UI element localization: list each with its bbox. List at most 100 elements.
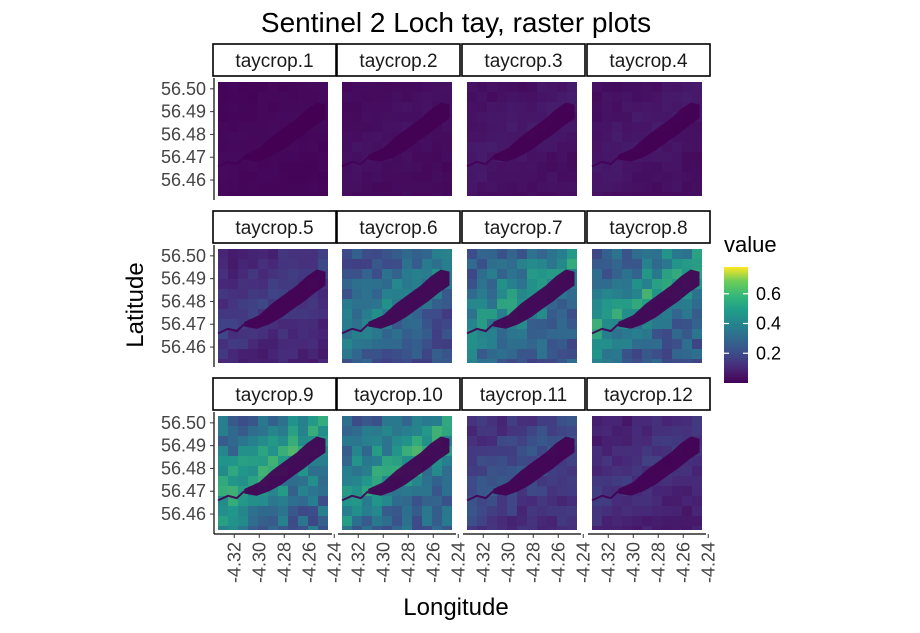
- raster-cell: [412, 172, 422, 182]
- raster-cell: [228, 269, 238, 279]
- raster-cell: [288, 506, 298, 516]
- raster-cell: [318, 182, 328, 192]
- raster-cell: [537, 112, 547, 122]
- raster-cell: [527, 92, 537, 102]
- river-line: [217, 490, 245, 502]
- raster-cell: [412, 142, 422, 152]
- raster-cell: [592, 82, 602, 92]
- raster-cell: [238, 82, 248, 92]
- raster-cell: [268, 192, 278, 196]
- raster-cell: [382, 82, 392, 92]
- raster-cell: [652, 279, 662, 289]
- raster-cell: [672, 102, 682, 112]
- raster-cell: [682, 309, 692, 319]
- raster-cell: [642, 516, 652, 526]
- raster-cell: [218, 466, 228, 476]
- raster-cell: [592, 192, 602, 196]
- river-line: [341, 156, 369, 168]
- raster-cell: [298, 132, 308, 142]
- raster-cell: [362, 309, 372, 319]
- raster-cell: [372, 192, 382, 196]
- raster-cell: [467, 526, 477, 530]
- raster-cell: [537, 269, 547, 279]
- raster-cell: [442, 466, 452, 476]
- raster-cell: [218, 92, 228, 102]
- raster-cell: [402, 102, 412, 112]
- raster-cell: [557, 142, 567, 152]
- raster-cell: [507, 426, 517, 436]
- raster-cell: [517, 349, 527, 359]
- facet-panel: taycrop.1: [212, 43, 337, 196]
- loch-water: [244, 102, 326, 162]
- raster-cell: [517, 506, 527, 516]
- raster-cell: [527, 249, 537, 259]
- raster-cell: [238, 359, 248, 363]
- raster-cell: [672, 309, 682, 319]
- raster-cell: [238, 132, 248, 142]
- raster-cell: [318, 82, 328, 92]
- raster-cell: [592, 92, 602, 102]
- raster-cell: [318, 496, 328, 506]
- raster-cell: [672, 259, 682, 269]
- raster-cell: [412, 446, 422, 456]
- raster-cell: [432, 339, 442, 349]
- raster-cell: [268, 436, 278, 446]
- raster-cell: [507, 279, 517, 289]
- raster-cell: [412, 269, 422, 279]
- raster-cell: [692, 526, 702, 530]
- raster-cell: [547, 329, 557, 339]
- raster-cell: [467, 172, 477, 182]
- raster-cell: [567, 486, 577, 496]
- raster-cell: [298, 192, 308, 196]
- raster-cell: [342, 446, 352, 456]
- raster-cell: [248, 192, 258, 196]
- raster-cell: [672, 142, 682, 152]
- raster-cell: [592, 259, 602, 269]
- raster-cell: [288, 142, 298, 152]
- raster-cell: [372, 102, 382, 112]
- raster-cell: [258, 426, 268, 436]
- raster-cell: [298, 102, 308, 112]
- river-line: [466, 156, 494, 168]
- raster-cell: [352, 339, 362, 349]
- raster-cell: [517, 319, 527, 329]
- raster-cell: [632, 289, 642, 299]
- raster-cell: [622, 142, 632, 152]
- raster-cell: [218, 162, 228, 172]
- raster-cell: [507, 132, 517, 142]
- raster-cell: [477, 182, 487, 192]
- raster-cell: [352, 182, 362, 192]
- raster-cell: [382, 192, 392, 196]
- raster-cell: [442, 516, 452, 526]
- y-tick-label: 56.47: [161, 314, 206, 334]
- raster-cell: [318, 249, 328, 259]
- y-tick-label: 56.47: [161, 147, 206, 167]
- raster-cell: [218, 182, 228, 192]
- raster-cell: [422, 152, 432, 162]
- raster-cell: [487, 476, 497, 486]
- raster-cell: [372, 329, 382, 339]
- raster-cell: [632, 299, 642, 309]
- raster-cell: [318, 359, 328, 363]
- raster-cell: [218, 516, 228, 526]
- raster-cell: [288, 269, 298, 279]
- raster-cell: [622, 359, 632, 363]
- raster-cell: [662, 516, 672, 526]
- raster-cell: [392, 329, 402, 339]
- raster-cell: [517, 172, 527, 182]
- raster-cell: [342, 289, 352, 299]
- raster-cell: [557, 416, 567, 426]
- y-tick-label: 56.50: [161, 246, 206, 266]
- raster-cell: [248, 476, 258, 486]
- raster-cell: [692, 152, 702, 162]
- raster-cell: [517, 526, 527, 530]
- raster-cell: [218, 506, 228, 516]
- raster-cell: [402, 526, 412, 530]
- raster-cell: [402, 259, 412, 269]
- raster-cell: [412, 436, 422, 446]
- raster-cell: [308, 359, 318, 363]
- raster-cell: [372, 122, 382, 132]
- raster-cell: [298, 486, 308, 496]
- raster-cell: [412, 349, 422, 359]
- raster-cell: [537, 339, 547, 349]
